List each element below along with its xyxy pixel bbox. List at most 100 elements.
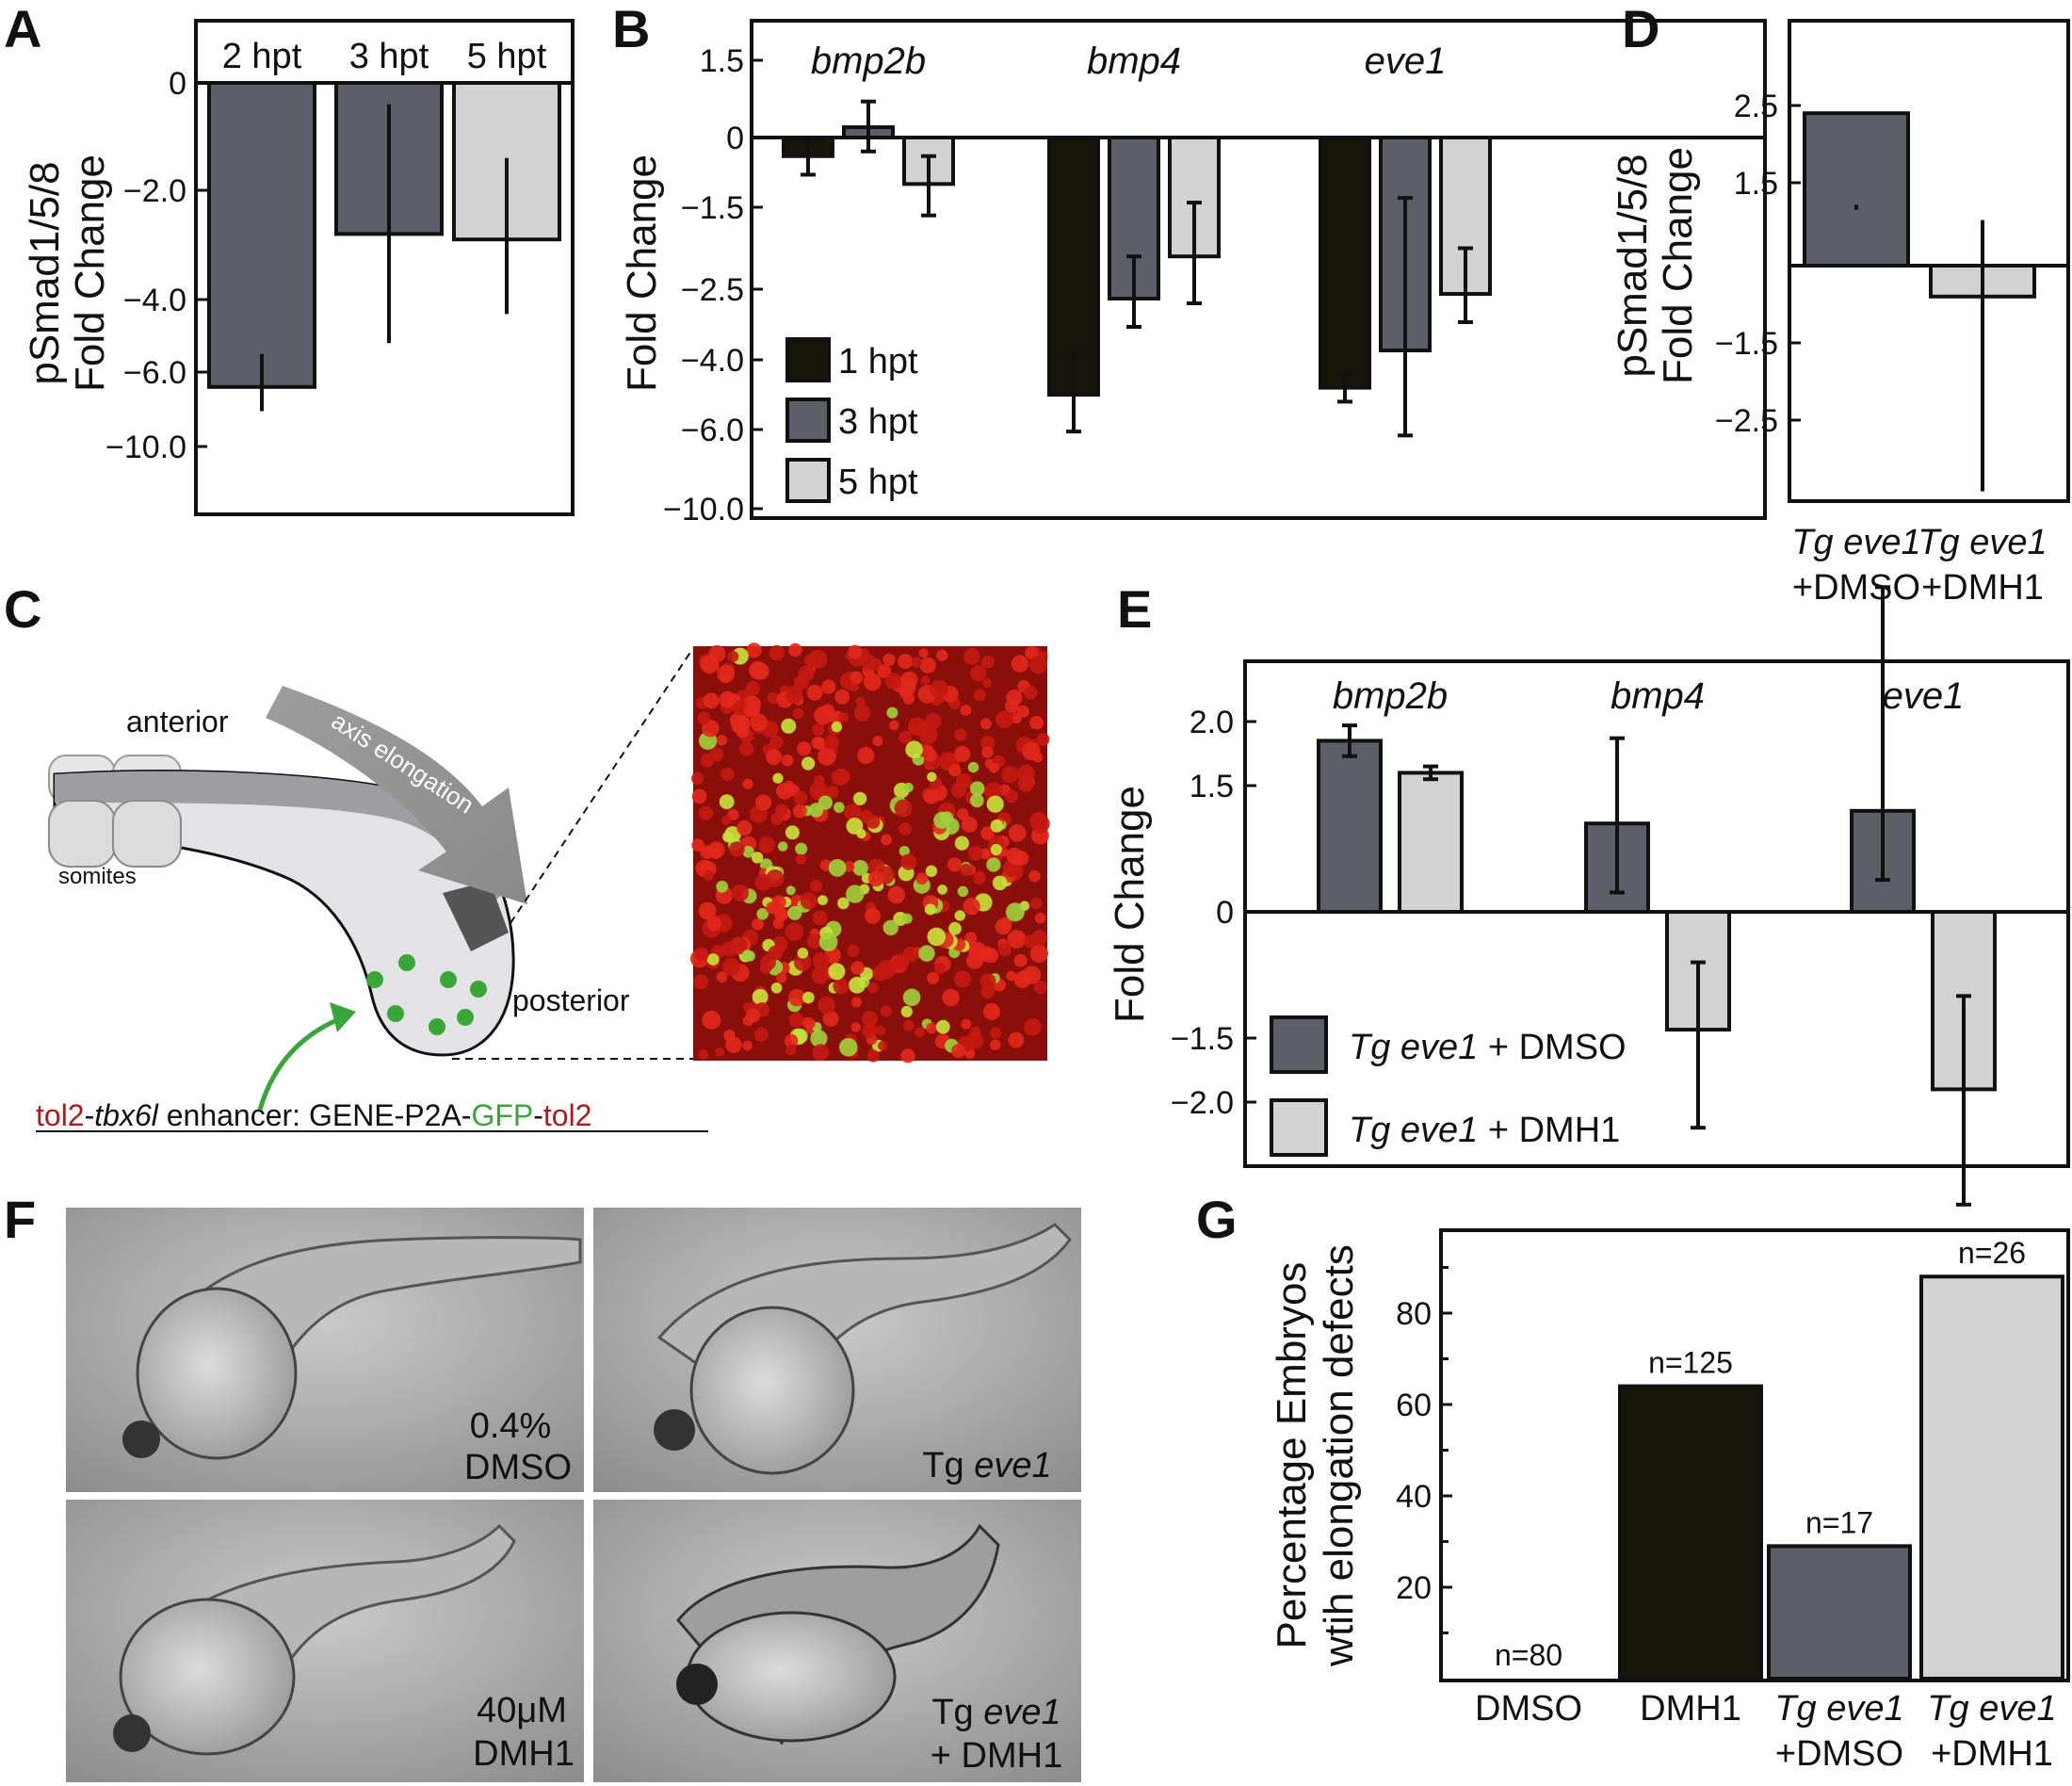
- panel-g-bar: [1919, 1275, 2064, 1680]
- tg-eve1-label: Tg eve1: [922, 1446, 1051, 1486]
- red-nucleus: [1029, 897, 1043, 910]
- red-nucleus: [857, 746, 875, 765]
- red-nucleus: [872, 736, 883, 747]
- panel-a: A 2 hpt 3 hpt 5 hpt 0 −2.0 −4.0 −6.0 −10.0 pSm…: [4, 0, 575, 516]
- panel-c-letter: C: [4, 579, 41, 639]
- red-nucleus: [990, 1039, 1001, 1050]
- construct-tbx6l: tbx6l: [94, 1098, 158, 1132]
- panel-e: E bmp2b bmp4 eve1 2.0 1.5 0 −1.5 −2.0 Fold Cha…: [1107, 579, 2070, 1207]
- red-nucleus: [721, 815, 732, 825]
- embryo-image-tg-eve1: Tg eve1: [593, 1208, 1081, 1492]
- tg-eve1-dmh1-label-line2: + DMH1: [931, 1736, 1062, 1776]
- panel-g-category-label-italic: Tg eve1: [1927, 1689, 2056, 1729]
- panel-b-group-label: bmp2b: [811, 41, 926, 82]
- red-nucleus: [793, 804, 807, 819]
- red-nucleus: [882, 653, 896, 667]
- gfp-nucleus: [834, 802, 845, 813]
- panel-g-category-label-line2: +DMH1: [1931, 1734, 2053, 1774]
- panel-b-ylabel: Fold Change: [619, 154, 665, 392]
- panel-e-group-label: bmp4: [1611, 675, 1705, 717]
- red-nucleus: [745, 1008, 761, 1023]
- tail-bud-dark: [443, 881, 509, 951]
- panel-d-category-label-line2: +DMSO: [1792, 568, 1920, 608]
- gfp-cell: [398, 954, 415, 971]
- red-nucleus: [821, 679, 836, 694]
- gfp-nucleus: [927, 771, 937, 782]
- gfp-nucleus: [752, 988, 769, 1005]
- red-nucleus: [915, 872, 929, 885]
- dmso-label-line1: 0.4%: [470, 1406, 552, 1446]
- red-nucleus: [788, 1013, 804, 1028]
- red-nucleus: [716, 971, 728, 983]
- red-nucleus: [752, 917, 764, 931]
- panel-g-ylabel-line2: wtih elongation defects: [1316, 1244, 1362, 1667]
- panel-g-ytick-label: 60: [1396, 1388, 1432, 1423]
- red-nucleus: [785, 1045, 797, 1056]
- gfp-nucleus: [954, 910, 965, 921]
- red-nucleus: [727, 808, 739, 821]
- red-nucleus: [1012, 855, 1022, 866]
- red-nucleus: [920, 675, 931, 686]
- red-nucleus: [995, 918, 1012, 935]
- red-nucleus: [721, 957, 741, 977]
- tg-eve1-dmh1-label-b: eve1: [983, 1693, 1060, 1732]
- red-nucleus: [793, 674, 809, 690]
- gfp-nucleus: [846, 885, 865, 903]
- panel-e-ytick-label: 2.0: [1190, 705, 1234, 740]
- gfp-nucleus: [957, 885, 969, 897]
- red-nucleus: [700, 754, 715, 768]
- red-nucleus: [795, 853, 807, 865]
- panel-g-n-label: n=125: [1648, 1346, 1733, 1380]
- red-nucleus: [793, 953, 812, 971]
- red-nucleus: [934, 963, 947, 975]
- red-nucleus: [742, 1040, 753, 1051]
- red-nucleus: [1029, 715, 1044, 730]
- red-nucleus: [957, 808, 969, 820]
- panel-a-ytick-label: −2.0: [123, 173, 186, 209]
- gfp-cell: [387, 1005, 404, 1022]
- red-nucleus: [797, 741, 812, 756]
- red-nucleus: [1013, 953, 1028, 967]
- red-nucleus: [1022, 742, 1041, 761]
- red-nucleus: [1008, 824, 1027, 842]
- red-nucleus: [759, 962, 772, 975]
- red-nucleus: [878, 1041, 888, 1051]
- red-nucleus: [751, 662, 769, 680]
- panel-b-legend-label: 5 hpt: [838, 463, 918, 502]
- panel-b-bar: [1319, 136, 1371, 390]
- gfp-nucleus: [785, 885, 796, 896]
- red-nucleus: [926, 1022, 937, 1034]
- red-nucleus: [737, 820, 753, 836]
- tg-eve1-label-b: eve1: [974, 1446, 1051, 1486]
- red-nucleus: [766, 749, 783, 766]
- red-nucleus: [980, 718, 992, 730]
- red-nucleus: [902, 946, 919, 963]
- gfp-nucleus: [772, 772, 784, 784]
- red-nucleus: [788, 988, 806, 1007]
- gfp-nucleus: [853, 791, 867, 805]
- red-nucleus: [981, 655, 995, 669]
- panel-d-ylabel-line1: pSmad1/5/8: [1610, 154, 1656, 377]
- red-nucleus: [867, 982, 879, 994]
- red-nucleus: [855, 696, 866, 707]
- red-nucleus: [936, 649, 948, 661]
- red-nucleus: [900, 1048, 915, 1063]
- red-nucleus: [817, 747, 836, 766]
- panel-d-ylabel: pSmad1/5/8 Fold Change: [1610, 147, 1701, 384]
- red-nucleus: [710, 849, 721, 860]
- gfp-nucleus: [902, 988, 921, 1007]
- red-nucleus: [812, 723, 825, 737]
- red-nucleus: [698, 901, 717, 920]
- panel-e-bar: [1317, 739, 1383, 915]
- red-nucleus: [884, 673, 901, 690]
- red-nucleus: [703, 692, 720, 709]
- panel-g-ylabel-line1: Percentage Embryos: [1269, 1262, 1315, 1649]
- red-nucleus: [731, 715, 750, 734]
- gfp-nucleus: [925, 865, 938, 877]
- panel-a-ytick-label: 0: [169, 66, 186, 102]
- red-nucleus: [809, 879, 823, 893]
- construct-tol2-end: tol2: [543, 1098, 592, 1132]
- gfp-nucleus: [716, 880, 729, 893]
- red-nucleus: [918, 648, 929, 658]
